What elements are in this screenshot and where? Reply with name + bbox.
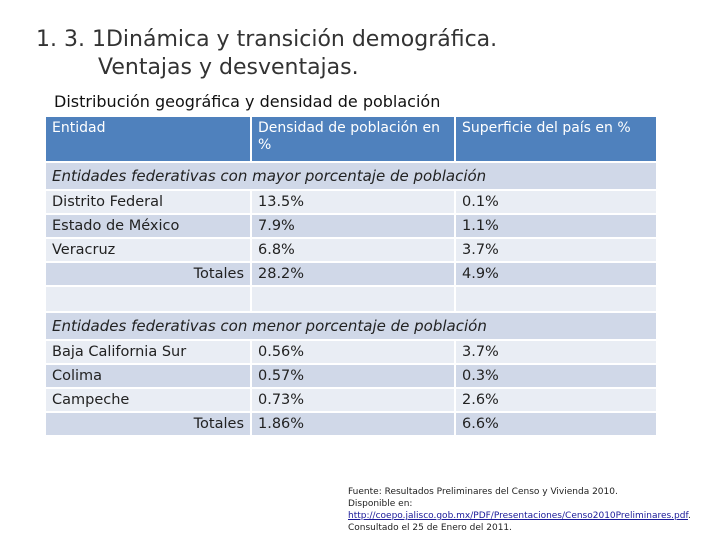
totals-label: Totales bbox=[46, 413, 252, 437]
source-tail: . Consultado el 25 de Enero del 2011. bbox=[348, 511, 691, 533]
table-row: Baja California Sur 0.56% 3.7% bbox=[46, 341, 658, 365]
group-row-mayor: Entidades federativas con mayor porcenta… bbox=[46, 163, 658, 191]
cell-densidad: 0.56% bbox=[252, 341, 456, 365]
cell-densidad: 7.9% bbox=[252, 215, 456, 239]
cell-superficie: 0.1% bbox=[456, 191, 658, 215]
totals-densidad: 1.86% bbox=[252, 413, 456, 437]
table-row: Colima 0.57% 0.3% bbox=[46, 365, 658, 389]
blank-cell bbox=[252, 287, 456, 313]
source-line-1: Fuente: Resultados Preliminares del Cens… bbox=[348, 487, 618, 497]
cell-entidad: Distrito Federal bbox=[46, 191, 252, 215]
source-note: Fuente: Resultados Preliminares del Cens… bbox=[348, 486, 691, 534]
table-subtitle: Distribución geográfica y densidad de po… bbox=[54, 92, 441, 111]
slide-title: 1. 3. 1Dinámica y transición demográfica… bbox=[36, 26, 497, 82]
cell-entidad: Veracruz bbox=[46, 239, 252, 263]
group-label-mayor: Entidades federativas con mayor porcenta… bbox=[46, 163, 658, 191]
cell-superficie: 3.7% bbox=[456, 239, 658, 263]
blank-cell bbox=[456, 287, 658, 313]
cell-entidad: Baja California Sur bbox=[46, 341, 252, 365]
cell-entidad: Estado de México bbox=[46, 215, 252, 239]
cell-superficie: 2.6% bbox=[456, 389, 658, 413]
totals-superficie: 6.6% bbox=[456, 413, 658, 437]
cell-entidad: Campeche bbox=[46, 389, 252, 413]
cell-densidad: 0.57% bbox=[252, 365, 456, 389]
totals-densidad: 28.2% bbox=[252, 263, 456, 287]
population-table: Entidad Densidad de población en % Super… bbox=[46, 117, 658, 437]
blank-cell bbox=[46, 287, 252, 313]
table-row: Veracruz 6.8% 3.7% bbox=[46, 239, 658, 263]
title-line-1: 1. 3. 1Dinámica y transición demográfica… bbox=[36, 27, 498, 52]
totals-label: Totales bbox=[46, 263, 252, 287]
source-line-2: Disponible en: bbox=[348, 499, 413, 509]
cell-entidad: Colima bbox=[46, 365, 252, 389]
totals-row-menor: Totales 1.86% 6.6% bbox=[46, 413, 658, 437]
cell-densidad: 0.73% bbox=[252, 389, 456, 413]
table-row: Estado de México 7.9% 1.1% bbox=[46, 215, 658, 239]
header-entidad: Entidad bbox=[46, 117, 252, 163]
table-row: Campeche 0.73% 2.6% bbox=[46, 389, 658, 413]
totals-row-mayor: Totales 28.2% 4.9% bbox=[46, 263, 658, 287]
cell-densidad: 13.5% bbox=[252, 191, 456, 215]
blank-row bbox=[46, 287, 658, 313]
source-link[interactable]: http://coepo.jalisco.gob.mx/PDF/Presenta… bbox=[348, 511, 688, 521]
cell-superficie: 1.1% bbox=[456, 215, 658, 239]
group-row-menor: Entidades federativas con menor porcenta… bbox=[46, 313, 658, 341]
cell-superficie: 0.3% bbox=[456, 365, 658, 389]
header-densidad: Densidad de población en % bbox=[252, 117, 456, 163]
totals-superficie: 4.9% bbox=[456, 263, 658, 287]
header-superficie: Superficie del país en % bbox=[456, 117, 658, 163]
table-header-row: Entidad Densidad de población en % Super… bbox=[46, 117, 658, 163]
cell-superficie: 3.7% bbox=[456, 341, 658, 365]
table-row: Distrito Federal 13.5% 0.1% bbox=[46, 191, 658, 215]
title-line-2: Ventajas y desventajas. bbox=[98, 55, 359, 80]
cell-densidad: 6.8% bbox=[252, 239, 456, 263]
group-label-menor: Entidades federativas con menor porcenta… bbox=[46, 313, 658, 341]
